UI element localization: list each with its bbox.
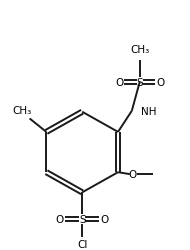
Text: CH₃: CH₃ [130,45,149,55]
Text: O: O [101,214,109,224]
Text: NH: NH [141,106,156,116]
Text: O: O [115,78,123,88]
Text: Cl: Cl [77,239,87,249]
Text: S: S [136,78,143,88]
Text: CH₃: CH₃ [12,106,31,115]
Text: O: O [156,78,165,88]
Text: O: O [129,170,137,179]
Text: S: S [79,214,86,224]
Text: O: O [55,214,64,224]
